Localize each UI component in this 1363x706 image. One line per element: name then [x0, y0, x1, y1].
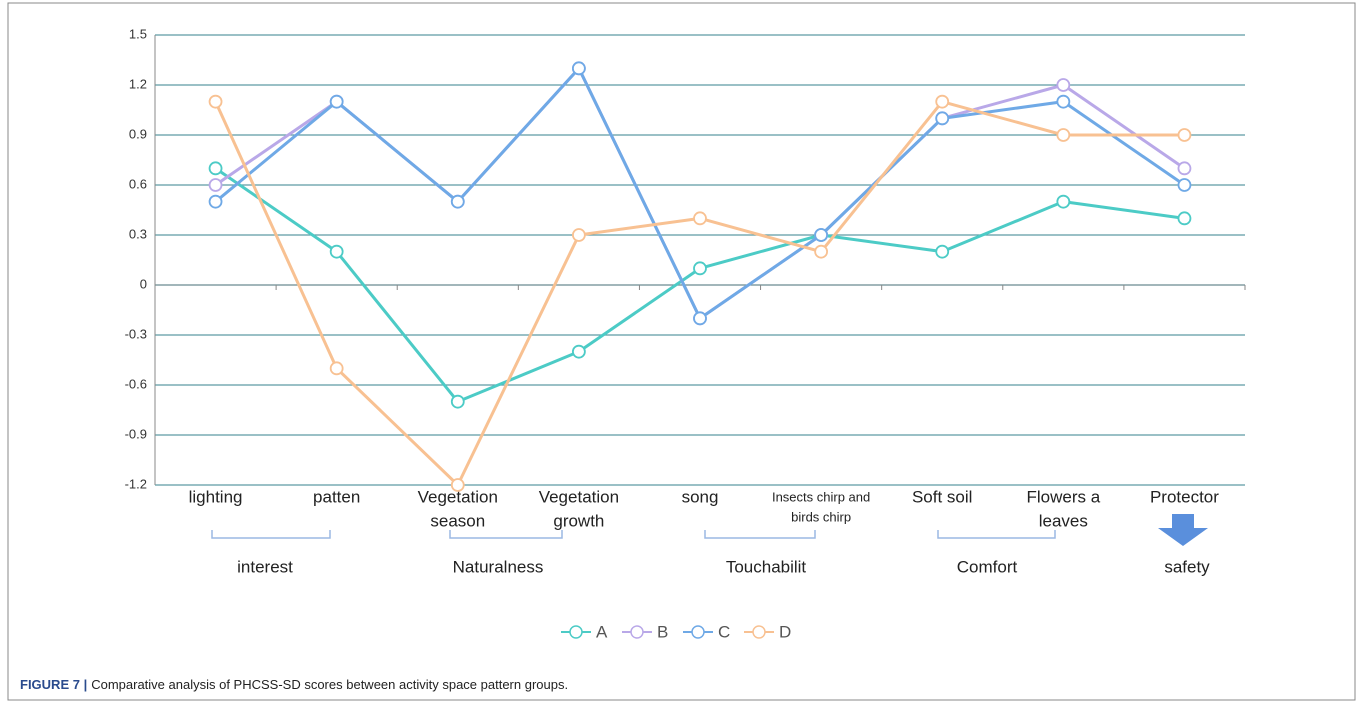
- y-tick-label: -0.9: [125, 426, 147, 441]
- x-tick-label: song: [682, 487, 719, 506]
- x-tick-label: Insects chirp and: [772, 489, 870, 504]
- x-tick-label: growth: [553, 511, 604, 530]
- arrow-icon: [1158, 514, 1208, 546]
- x-tick-label: leaves: [1039, 511, 1088, 530]
- point: [571, 228, 586, 242]
- point: [693, 211, 707, 226]
- series-line: [214, 100, 1185, 487]
- x-tick-label: patten: [313, 487, 360, 506]
- group-bracket: [937, 530, 1056, 539]
- x-tick-label: Flowers a: [1026, 487, 1100, 506]
- point: [693, 311, 707, 326]
- x-tick-label: Vegetation: [539, 487, 619, 506]
- point: [329, 94, 344, 109]
- caption-text: Comparative analysis of PHCSS-SD scores …: [91, 677, 568, 692]
- point: [1177, 178, 1192, 192]
- legend-marker: [691, 625, 705, 639]
- point: [1056, 194, 1071, 209]
- legend-label: A: [596, 622, 608, 641]
- y-tick-label: 1.5: [129, 26, 147, 41]
- point: [329, 361, 344, 376]
- point: [1177, 211, 1192, 226]
- point: [935, 244, 950, 259]
- x-tick-label: lighting: [189, 487, 243, 506]
- x-tick-label: birds chirp: [791, 509, 851, 524]
- point: [208, 94, 223, 109]
- x-tick-label: Protector: [1150, 487, 1219, 506]
- point: [1056, 94, 1071, 109]
- legend-label: C: [718, 622, 730, 641]
- caption: FIGURE 7 | Comparative analysis of PHCSS-…: [20, 677, 568, 692]
- point: [450, 478, 465, 492]
- group-label: safety: [1164, 557, 1210, 576]
- y-tick-label: 0.3: [129, 226, 147, 241]
- point: [329, 244, 344, 259]
- point: [814, 228, 829, 242]
- x-tick-label: Soft soil: [912, 487, 972, 506]
- group-label: Comfort: [957, 557, 1018, 576]
- group-label: Touchabilit: [726, 557, 807, 576]
- y-tick-label: 0: [140, 276, 147, 291]
- point: [208, 161, 223, 176]
- point: [450, 194, 465, 209]
- x-tick-label: Vegetation: [418, 487, 498, 506]
- group-label: interest: [237, 557, 293, 576]
- point: [208, 194, 223, 209]
- legend-label: D: [779, 622, 791, 641]
- x-tick-label: season: [430, 511, 485, 530]
- group-bracket: [449, 530, 563, 539]
- point: [1056, 128, 1071, 142]
- point: [450, 394, 465, 409]
- legend-marker: [752, 625, 766, 639]
- point: [1177, 161, 1192, 176]
- caption-label: FIGURE 7 |: [20, 677, 87, 692]
- point: [571, 61, 586, 76]
- point: [208, 178, 223, 192]
- legend-marker: [569, 625, 583, 639]
- y-tick-label: 1.2: [129, 76, 147, 91]
- point: [571, 344, 586, 359]
- y-tick-label: -1.2: [125, 476, 147, 491]
- group-label: Naturalness: [453, 557, 544, 576]
- legend-label: B: [657, 622, 668, 641]
- point: [1056, 78, 1071, 92]
- point: [935, 94, 950, 109]
- group-bracket: [211, 530, 331, 539]
- y-tick-label: 0.6: [129, 176, 147, 191]
- group-bracket: [704, 530, 816, 539]
- point: [1177, 128, 1192, 142]
- y-tick-label: 0.9: [129, 126, 147, 141]
- point: [814, 244, 829, 259]
- y-tick-label: -0.3: [125, 326, 147, 341]
- legend-marker: [630, 625, 644, 639]
- point: [935, 111, 950, 126]
- point: [693, 261, 707, 276]
- frame: [7, 2, 1356, 701]
- y-tick-label: -0.6: [125, 376, 147, 391]
